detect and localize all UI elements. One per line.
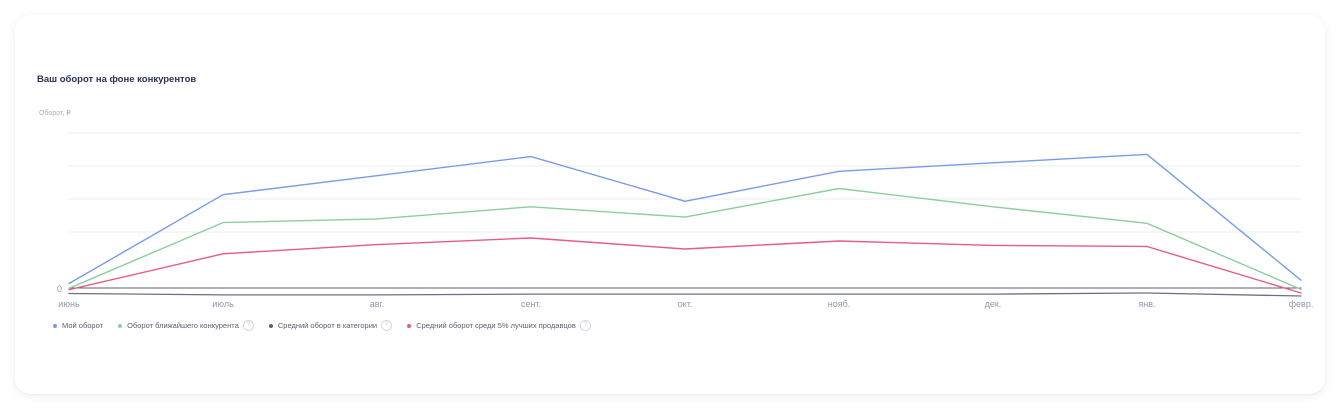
svg-text:дек.: дек. — [985, 299, 1002, 309]
svg-text:янв.: янв. — [1138, 299, 1155, 309]
svg-text:июнь: июнь — [58, 299, 80, 309]
svg-text:февр.: февр. — [1289, 299, 1314, 309]
svg-text:июль: июль — [212, 299, 234, 309]
svg-text:0: 0 — [57, 284, 62, 294]
svg-text:сент.: сент. — [521, 299, 541, 309]
svg-text:авг.: авг. — [370, 299, 384, 309]
svg-text:окт.: окт. — [678, 299, 693, 309]
svg-text:нояб.: нояб. — [828, 299, 851, 309]
